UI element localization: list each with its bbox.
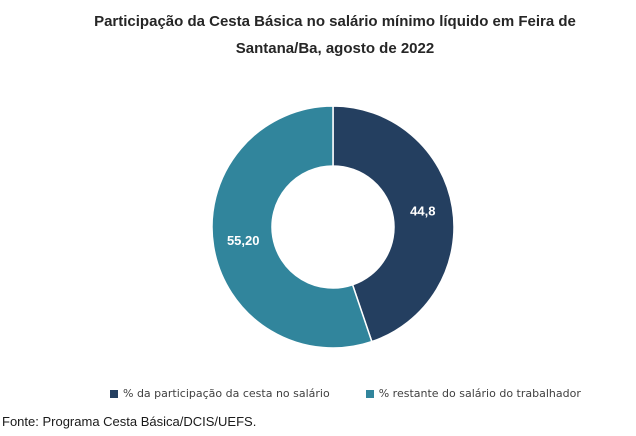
legend-swatch-cesta [110, 389, 118, 398]
donut-slice-0 [332, 105, 455, 343]
legend: % da participação da cesta no salário % … [110, 387, 617, 400]
donut-chart: 44,8 55,20 [211, 105, 455, 349]
legend-item-cesta: % da participação da cesta no salário [110, 387, 330, 400]
chart-title-line-1: Participação da Cesta Básica no salário … [94, 13, 576, 30]
legend-label-cesta: % da participação da cesta no salário [123, 387, 330, 400]
chart-title: Participação da Cesta Básica no salário … [40, 8, 630, 62]
legend-item-restante: % restante do salário do trabalhador [365, 387, 581, 400]
donut-slices [211, 105, 455, 349]
donut-data-label-0: 44,8 [410, 204, 435, 219]
source-note: Fonte: Programa Cesta Básica/DCIS/UEFS. [2, 414, 257, 429]
donut-labels: 44,8 55,20 [227, 204, 436, 249]
legend-label-restante: % restante do salário do trabalhador [378, 387, 581, 400]
legend-swatch-restante [365, 389, 374, 398]
donut-data-label-1: 55,20 [227, 233, 260, 248]
chart-title-line-2: Santana/Ba, agosto de 2022 [235, 40, 435, 57]
donut-slice-1 [211, 105, 373, 349]
